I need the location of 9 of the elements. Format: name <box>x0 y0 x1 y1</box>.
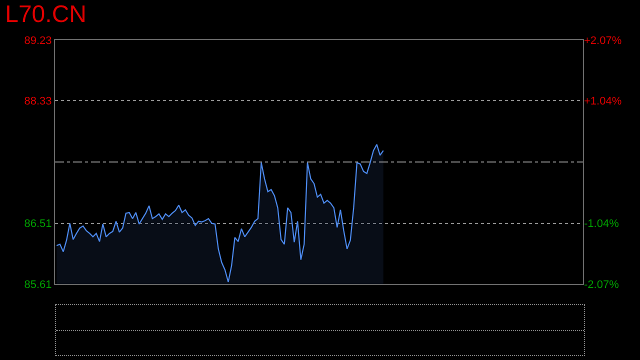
y2-tick-label: -2.07% <box>584 278 620 291</box>
y-tick-label: 89.23 <box>24 34 52 47</box>
y2-tick-label: -1.04% <box>584 218 620 230</box>
y2-tick-label: +2.07% <box>584 34 622 47</box>
chart-title: L70.CN <box>5 1 86 28</box>
y-tick-label: 88.33 <box>24 96 52 108</box>
y-tick-label: 85.61 <box>24 278 52 291</box>
y-tick-label: 86.51 <box>24 218 52 230</box>
y2-tick-label: +1.04% <box>584 96 622 108</box>
